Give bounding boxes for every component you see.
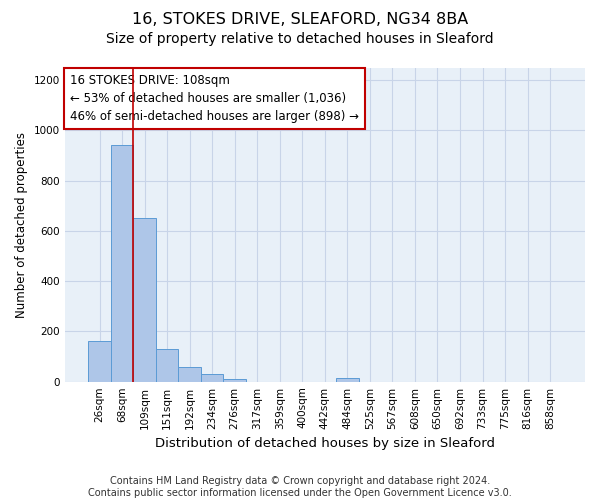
Text: Contains HM Land Registry data © Crown copyright and database right 2024.
Contai: Contains HM Land Registry data © Crown c… — [88, 476, 512, 498]
Text: Size of property relative to detached houses in Sleaford: Size of property relative to detached ho… — [106, 32, 494, 46]
Bar — [156, 349, 178, 382]
Bar — [88, 342, 111, 382]
Bar — [201, 374, 223, 382]
Bar — [336, 378, 359, 382]
Bar — [111, 146, 133, 382]
X-axis label: Distribution of detached houses by size in Sleaford: Distribution of detached houses by size … — [155, 437, 495, 450]
Y-axis label: Number of detached properties: Number of detached properties — [15, 132, 28, 318]
Bar — [178, 366, 201, 382]
Text: 16 STOKES DRIVE: 108sqm
← 53% of detached houses are smaller (1,036)
46% of semi: 16 STOKES DRIVE: 108sqm ← 53% of detache… — [70, 74, 359, 123]
Bar — [133, 218, 156, 382]
Bar — [223, 379, 246, 382]
Text: 16, STOKES DRIVE, SLEAFORD, NG34 8BA: 16, STOKES DRIVE, SLEAFORD, NG34 8BA — [132, 12, 468, 28]
